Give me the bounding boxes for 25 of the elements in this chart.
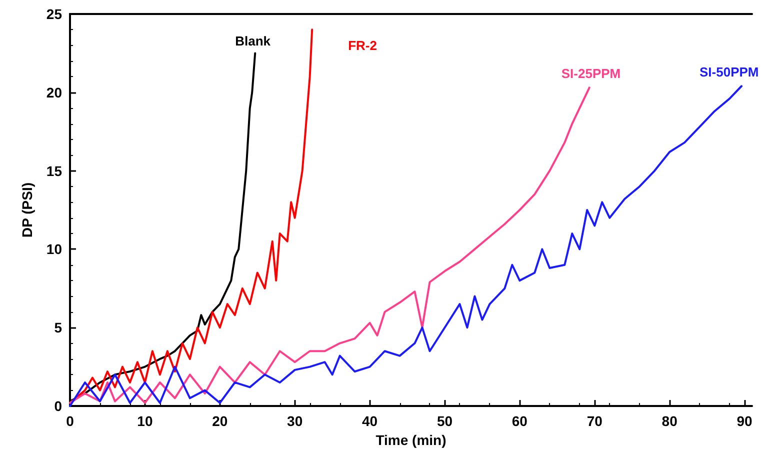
- y-tick-label: 15: [46, 162, 62, 179]
- x-tick-label: 30: [287, 413, 303, 429]
- x-tick-label: 70: [586, 413, 603, 429]
- y-tick-label: 0: [54, 398, 62, 414]
- x-tick-label: 0: [66, 413, 74, 429]
- series-label: Blank: [235, 34, 272, 49]
- x-axis-title: Time (min): [376, 432, 446, 448]
- x-tick-label: 20: [212, 413, 228, 429]
- x-tick-label: 60: [512, 413, 528, 429]
- x-tick-label: 90: [736, 413, 753, 429]
- line-series: [69, 85, 743, 407]
- line-series: [69, 28, 314, 404]
- x-tick-label: 40: [362, 413, 378, 429]
- series-label: SI-50PPM: [700, 64, 759, 80]
- y-tick-label: 20: [46, 84, 62, 100]
- text: FR-2: [348, 38, 377, 54]
- line-series: [69, 86, 590, 404]
- x-tick-label: 80: [662, 413, 678, 429]
- series-label: SI-25PPM: [561, 66, 621, 82]
- y-tick-label: 5: [54, 320, 62, 336]
- x-tick-label: 50: [436, 413, 453, 429]
- y-axis-title: DP (PSI): [19, 182, 35, 238]
- y-tick-label: 10: [46, 241, 62, 258]
- y-tick-label: 25: [46, 6, 62, 22]
- x-tick-label: 10: [137, 413, 153, 429]
